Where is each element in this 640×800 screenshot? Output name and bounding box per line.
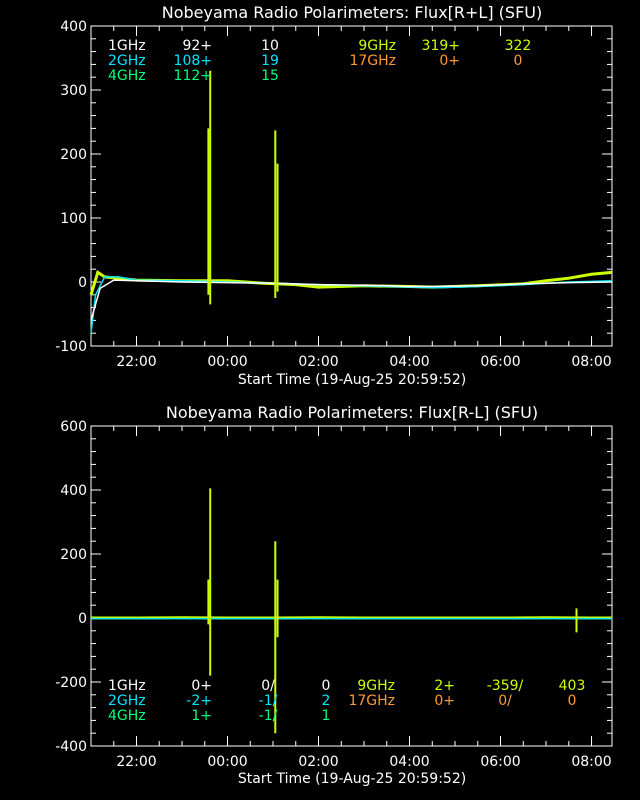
legend-value: 0+ xyxy=(191,678,212,694)
x-tick-label: 00:00 xyxy=(207,354,247,370)
legend-value: -359/ xyxy=(487,678,524,694)
legend-value: 0+ xyxy=(434,693,455,709)
x-tick-label: 22:00 xyxy=(116,754,156,770)
x-tick-label: 08:00 xyxy=(571,754,611,770)
x-tick-label: 00:00 xyxy=(207,754,247,770)
legend-label: 9GHz xyxy=(357,678,395,694)
legend-value: 0/ xyxy=(261,678,275,694)
legend-label: 1GHz xyxy=(108,38,146,54)
x-axis: 22:00 00:00 02:00 04:00 06:00 08:00 xyxy=(90,26,612,370)
chart-title: Nobeyama Radio Polarimeters: Flux[R+L] (… xyxy=(162,3,542,22)
legend-label: 1GHz xyxy=(108,678,146,694)
legend-value: 0 xyxy=(322,678,331,694)
plot-frame xyxy=(90,25,613,347)
chart-rl-diff: Nobeyama Radio Polarimeters: Flux[R-L] (… xyxy=(55,403,613,787)
y-tick-label: 200 xyxy=(60,147,87,163)
legend-value: -2+ xyxy=(186,693,212,709)
x-axis-label: Start Time (19-Aug-25 20:59:52) xyxy=(238,372,466,388)
x-tick-label: 02:00 xyxy=(298,754,338,770)
y-tick-label: 300 xyxy=(60,83,87,99)
legend-label: 17GHz xyxy=(348,693,395,709)
legend: 1GHz 0+ 0/0 2GHz -2+ -1/2 4GHz 1+ -1/1 9GHz 2+ -359… xyxy=(108,678,585,724)
y-tick-label: 200 xyxy=(60,547,87,563)
y-tick-label: -200 xyxy=(55,675,87,691)
legend-value: -1/ xyxy=(259,693,278,709)
legend-value: 0+ xyxy=(439,53,460,69)
legend-label: 2GHz xyxy=(108,53,146,69)
legend-label: 4GHz xyxy=(108,708,146,724)
legend-value: 0/ xyxy=(498,693,512,709)
legend-label: 4GHz xyxy=(108,68,146,84)
legend-value: 322 xyxy=(505,38,532,54)
legend: 1GHz 92+ 10 2GHz 108+ 19 4GHz 112+ 15 9GHz 319+ 322… xyxy=(108,38,531,84)
legend-value: 92+ xyxy=(182,38,212,54)
x-tick-label: 08:00 xyxy=(571,354,611,370)
legend-value: 1 xyxy=(322,708,331,724)
x-axis-label: Start Time (19-Aug-25 20:59:52) xyxy=(238,771,466,787)
y-tick-label: 400 xyxy=(60,19,87,35)
legend-value: 2 xyxy=(322,693,331,709)
x-tick-label: 04:00 xyxy=(389,354,429,370)
legend-value: 15 xyxy=(261,68,279,84)
legend-label: 9GHz xyxy=(358,38,396,54)
legend-value: 10 xyxy=(261,38,279,54)
legend-label: 2GHz xyxy=(108,693,146,709)
series-line-1GHz xyxy=(90,279,613,321)
x-tick-label: 22:00 xyxy=(116,354,156,370)
legend-value: 403 xyxy=(559,678,586,694)
y-tick-label: 600 xyxy=(60,419,87,435)
legend-value: 19 xyxy=(261,53,279,69)
legend-value: 108+ xyxy=(174,53,212,69)
series-layer xyxy=(91,488,612,734)
y-tick-label: -400 xyxy=(55,739,87,755)
chart-title: Nobeyama Radio Polarimeters: Flux[R-L] (… xyxy=(166,403,538,422)
series-layer xyxy=(89,70,613,334)
y-tick-label: 400 xyxy=(60,483,87,499)
x-tick-label: 06:00 xyxy=(480,354,520,370)
legend-value: 112+ xyxy=(174,68,212,84)
plot-frame xyxy=(90,425,613,747)
legend-value: 1+ xyxy=(191,708,212,724)
legend-label: 17GHz xyxy=(349,53,396,69)
y-tick-label: -100 xyxy=(55,339,87,355)
legend-value: 319+ xyxy=(422,38,460,54)
y-tick-label: 0 xyxy=(78,611,87,627)
x-tick-label: 04:00 xyxy=(389,754,429,770)
x-tick-label: 06:00 xyxy=(480,754,520,770)
legend-value: -1/ xyxy=(259,708,278,724)
y-tick-label: 100 xyxy=(60,211,87,227)
y-tick-label: 0 xyxy=(78,275,87,291)
legend-value: 2+ xyxy=(434,678,455,694)
x-tick-label: 02:00 xyxy=(298,354,338,370)
legend-value: 0 xyxy=(514,53,523,69)
legend-value: 0 xyxy=(568,693,577,709)
chart-rl-sum: Nobeyama Radio Polarimeters: Flux[R+L] (… xyxy=(55,3,613,388)
x-axis: 22:00 00:00 02:00 04:00 06:00 08:00 xyxy=(90,426,612,770)
